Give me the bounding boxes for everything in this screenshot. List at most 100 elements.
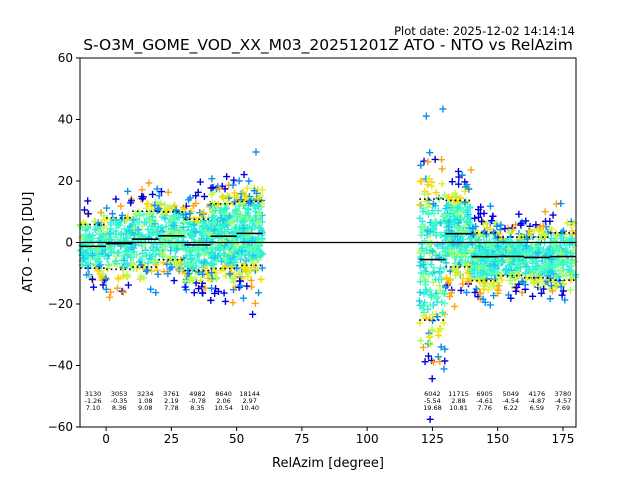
data-point	[562, 271, 570, 279]
data-point	[201, 284, 209, 292]
data-point	[431, 218, 439, 226]
data-point	[154, 270, 162, 278]
data-point	[534, 250, 542, 258]
data-point	[488, 271, 496, 279]
data-point	[249, 218, 257, 226]
data-point	[536, 223, 544, 231]
data-point	[534, 262, 542, 270]
data-point	[255, 289, 263, 297]
data-point	[212, 206, 220, 214]
data-point	[130, 224, 138, 232]
data-point	[180, 205, 188, 213]
data-point	[420, 302, 428, 310]
x-tick-label: 0	[102, 432, 110, 446]
data-point	[208, 199, 216, 207]
data-point	[237, 200, 245, 208]
data-point	[428, 327, 436, 335]
data-point	[425, 271, 433, 279]
data-point	[201, 264, 209, 272]
data-point	[416, 262, 424, 270]
bin-mean-label: -4.87	[528, 397, 545, 405]
data-point	[439, 105, 447, 113]
y-tick-label: 40	[58, 113, 73, 127]
data-point	[240, 237, 248, 245]
bin-count-label: 8640	[215, 390, 232, 398]
data-point	[110, 218, 118, 226]
bin-std-label: 9.08	[138, 404, 152, 412]
data-point	[438, 165, 446, 173]
data-point	[425, 333, 433, 341]
data-point	[224, 200, 232, 208]
data-point	[505, 229, 513, 237]
data-point	[215, 287, 223, 295]
data-point	[256, 224, 264, 232]
data-point	[442, 283, 450, 291]
bin-count-label: 3053	[111, 390, 128, 398]
data-point	[419, 261, 427, 269]
data-point	[154, 206, 162, 214]
data-point	[480, 278, 488, 286]
data-point	[515, 210, 523, 218]
data-point	[493, 222, 501, 230]
bin-mean-label: 1.08	[138, 397, 152, 405]
data-point	[226, 270, 234, 278]
data-point	[535, 248, 543, 256]
x-axis-label: RelAzim [degree]	[272, 456, 384, 471]
data-point	[145, 179, 153, 187]
data-point	[90, 283, 98, 291]
bin-mean-label: -4.54	[502, 397, 519, 405]
data-point	[463, 288, 471, 296]
data-point	[150, 240, 158, 248]
data-point	[439, 309, 447, 317]
data-point	[486, 280, 494, 288]
data-point	[496, 230, 504, 238]
data-point	[520, 260, 528, 268]
data-point	[84, 210, 92, 218]
data-point	[537, 266, 545, 274]
data-point	[98, 274, 106, 282]
data-point	[518, 277, 526, 285]
bin-count-label: 4176	[529, 390, 546, 398]
bin-mean-label: -0.35	[111, 397, 128, 405]
data-point	[80, 219, 88, 227]
bin-std-label: 7.78	[164, 404, 178, 412]
bin-count-label: 3130	[85, 390, 102, 398]
data-point	[511, 284, 519, 292]
y-tick-label: 60	[58, 51, 73, 65]
data-point	[434, 353, 442, 361]
data-point	[417, 177, 425, 185]
data-point	[417, 161, 425, 169]
data-point	[553, 230, 561, 238]
data-point	[446, 293, 454, 301]
data-point	[421, 277, 429, 285]
y-tick-label: −40	[48, 359, 73, 373]
data-point	[507, 271, 515, 279]
data-point	[535, 227, 543, 235]
data-point	[496, 226, 504, 234]
data-point	[540, 285, 548, 293]
data-point	[436, 282, 444, 290]
data-point	[436, 287, 444, 295]
data-point	[443, 274, 451, 282]
data-point	[185, 196, 193, 204]
data-point	[148, 267, 156, 275]
data-point	[475, 264, 483, 272]
data-point	[195, 285, 203, 293]
data-point	[140, 210, 148, 218]
data-point	[181, 228, 189, 236]
data-point	[107, 288, 115, 296]
data-point	[237, 282, 245, 290]
data-point	[253, 256, 261, 264]
data-point	[124, 187, 132, 195]
data-point	[529, 267, 537, 275]
data-point	[194, 188, 202, 196]
x-tick-label: 50	[229, 432, 244, 446]
data-point	[240, 224, 248, 232]
data-point	[461, 187, 469, 195]
data-point	[129, 216, 137, 224]
data-point	[86, 260, 94, 268]
data-point	[528, 259, 536, 267]
data-point	[549, 211, 557, 219]
data-point	[248, 237, 256, 245]
data-point	[83, 235, 91, 243]
